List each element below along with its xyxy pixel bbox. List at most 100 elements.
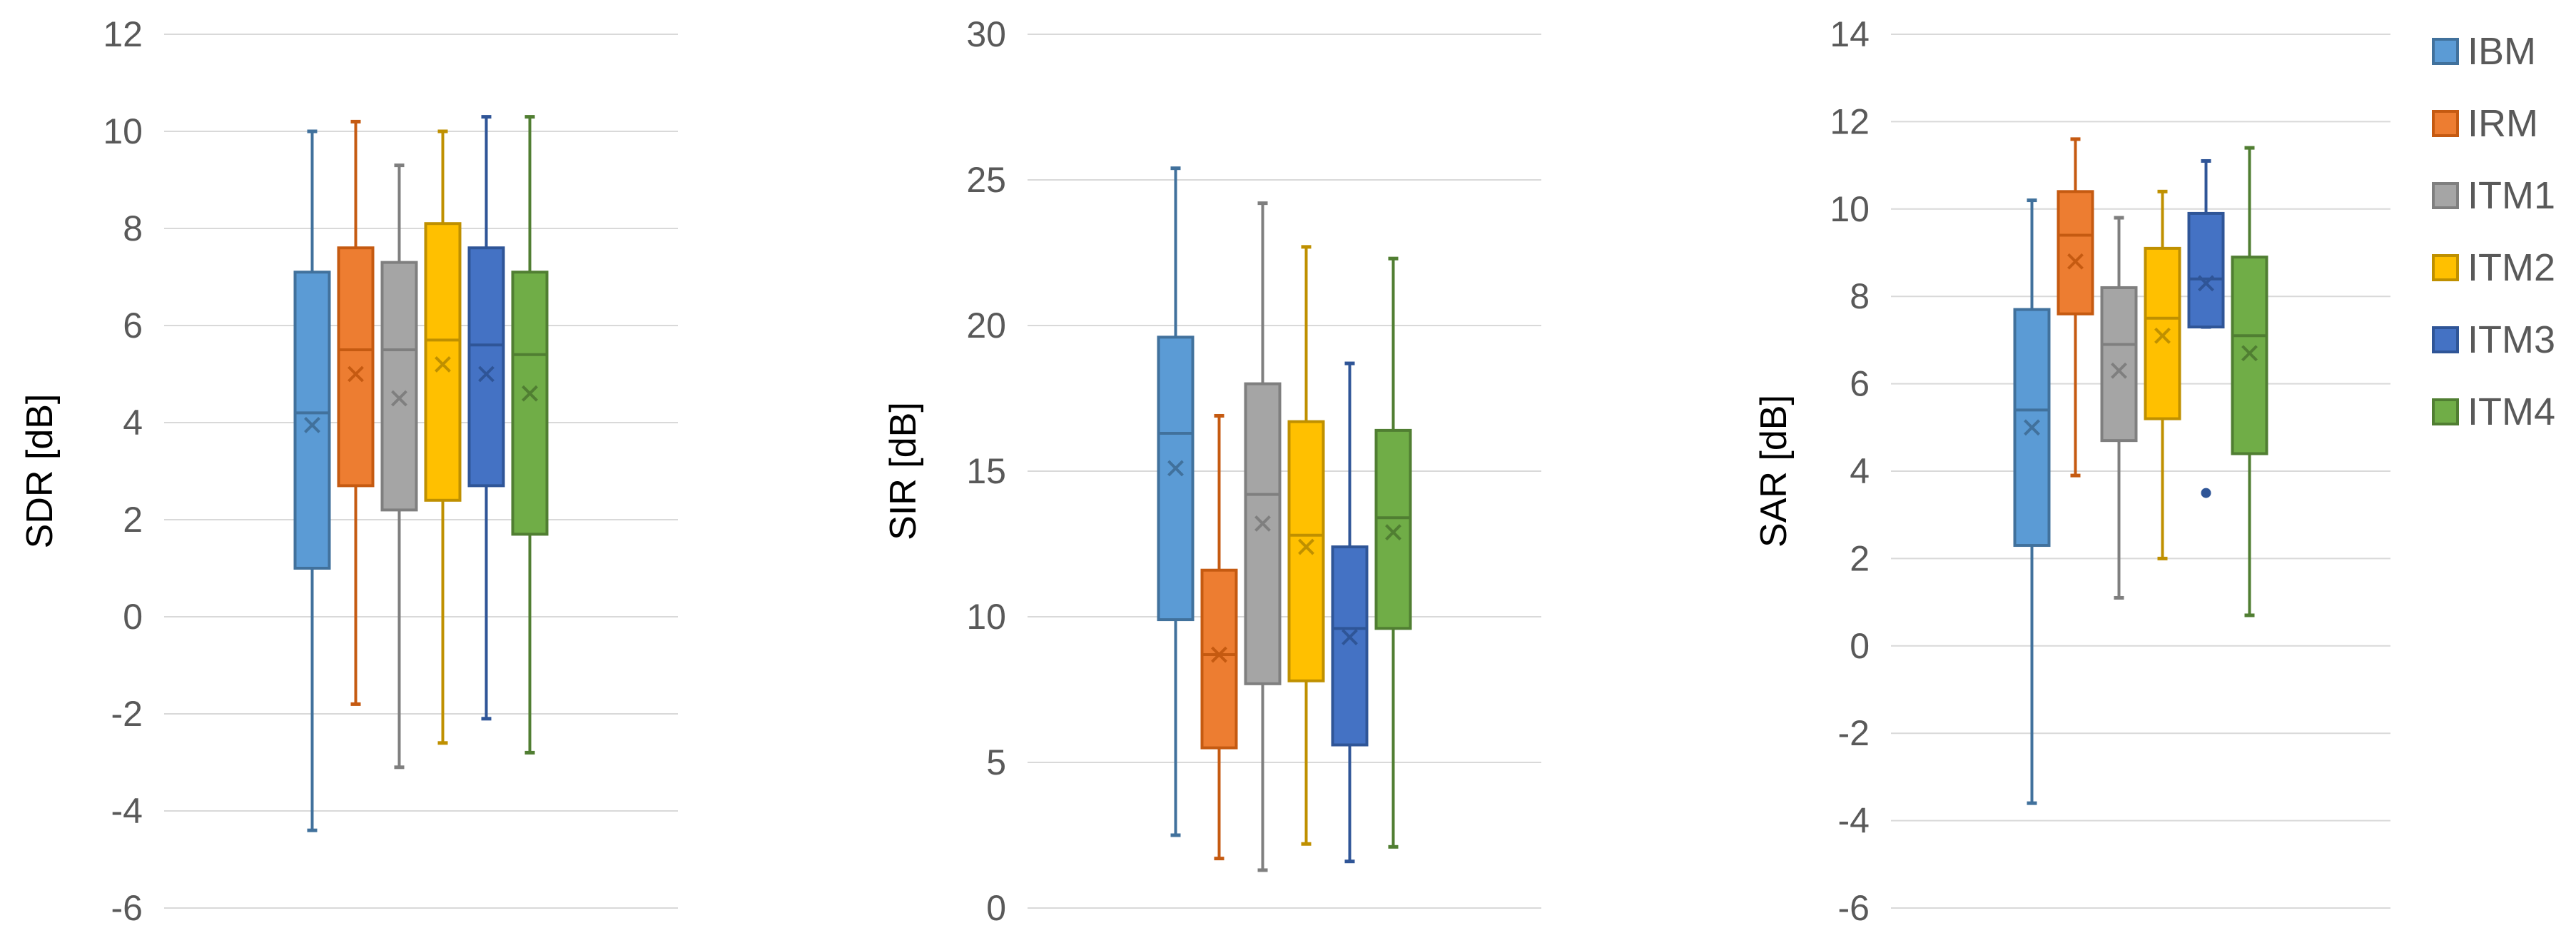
y-tick-label: 4 xyxy=(123,403,143,443)
mean-marker xyxy=(478,365,495,383)
legend-label: ITM1 xyxy=(2468,174,2555,217)
box-iqr xyxy=(293,271,331,570)
y-tick-label: 20 xyxy=(966,306,1006,346)
mean-marker xyxy=(1342,629,1358,645)
box-iqr xyxy=(2231,256,2268,455)
y-tick-label: -2 xyxy=(1838,713,1870,753)
y-tick-label: 5 xyxy=(986,742,1006,782)
y-tick-label: 8 xyxy=(1850,276,1870,316)
box-iqr xyxy=(511,271,549,536)
mean-marker xyxy=(2154,327,2171,344)
box-itm2 xyxy=(424,129,462,745)
y-tick-label: 6 xyxy=(123,306,143,346)
box-itm3 xyxy=(1331,361,1369,864)
legend-item-itm1: ITM1 xyxy=(2432,174,2555,217)
box-iqr xyxy=(380,261,418,512)
legend-item-itm4: ITM4 xyxy=(2432,390,2555,433)
mean-marker xyxy=(1254,515,1271,532)
box-iqr xyxy=(1374,428,1412,630)
mean-marker xyxy=(1298,538,1314,555)
box-iqr xyxy=(1331,545,1369,747)
legend-swatch xyxy=(2432,254,2459,281)
y-axis-title: SAR [dB] xyxy=(1753,395,1795,548)
y-tick-label: -2 xyxy=(111,694,143,734)
box-itm1 xyxy=(1244,201,1282,872)
y-tick-label: 10 xyxy=(966,597,1006,637)
box-iqr xyxy=(2144,246,2181,420)
legend-swatch xyxy=(2432,398,2459,425)
y-tick-label: -6 xyxy=(111,888,143,928)
legend-swatch xyxy=(2432,326,2459,353)
mean-marker xyxy=(2198,275,2214,292)
y-tick-label: 0 xyxy=(1850,626,1870,666)
mean-marker xyxy=(304,416,320,433)
box-ibm xyxy=(2013,198,2051,805)
chart-panel-3: -6 -4 -2 0 2 4 6 8 10 12 14 SAR [dB] xyxy=(1753,14,2390,928)
mean-marker xyxy=(2024,419,2040,436)
y-axis-title: SDR [dB] xyxy=(19,394,61,549)
y-tick-label: 12 xyxy=(103,14,143,54)
outlier-point xyxy=(2201,488,2211,498)
mean-marker xyxy=(1385,524,1401,541)
box-iqr xyxy=(1287,420,1325,682)
mean-marker xyxy=(435,356,451,373)
y-tick-label: 2 xyxy=(123,500,143,540)
box-itm4 xyxy=(1374,256,1412,849)
box-itm4 xyxy=(511,115,549,755)
box-iqr xyxy=(424,222,462,502)
y-tick-label: 30 xyxy=(966,14,1006,54)
mean-marker xyxy=(2111,362,2127,379)
y-tick-label: 8 xyxy=(123,208,143,248)
y-axis-title: SIR [dB] xyxy=(883,402,924,540)
legend-label: IBM xyxy=(2468,30,2536,73)
y-tick-label: 15 xyxy=(966,451,1006,491)
mean-marker xyxy=(391,390,407,407)
mean-marker xyxy=(1211,646,1227,663)
box-iqr xyxy=(2100,286,2138,443)
legend-label: ITM3 xyxy=(2468,318,2555,361)
mean-marker xyxy=(1167,460,1184,477)
chart-panel-2: 0 5 10 15 20 25 30 SIR [dB] xyxy=(883,14,1541,928)
y-tick-label: 4 xyxy=(1850,451,1870,491)
box-iqr xyxy=(2187,211,2225,329)
y-tick-label: -4 xyxy=(111,791,143,831)
box-itm2 xyxy=(1287,245,1325,846)
mean-marker xyxy=(348,365,364,383)
y-tick-label: 0 xyxy=(986,888,1006,928)
box-irm xyxy=(337,119,375,706)
y-tick-label: -4 xyxy=(1838,801,1870,841)
box-iqr xyxy=(467,246,505,488)
box-itm1 xyxy=(2100,216,2138,600)
legend-swatch xyxy=(2432,110,2459,137)
box-itm1 xyxy=(380,163,418,770)
box-irm xyxy=(1200,413,1238,861)
box-iqr xyxy=(1157,336,1195,622)
legend-label: ITM2 xyxy=(2468,246,2555,289)
y-tick-label: 2 xyxy=(1850,538,1870,578)
box-itm2 xyxy=(2144,189,2181,560)
chart-panel-1: -6 -4 -2 0 2 4 6 8 10 12 SDR [dB] xyxy=(19,14,678,928)
y-tick-label: 14 xyxy=(1830,14,1870,54)
legend-label: ITM4 xyxy=(2468,390,2555,433)
box-iqr xyxy=(2057,190,2094,316)
box-iqr xyxy=(337,246,375,488)
legend-item-ibm: IBM xyxy=(2432,30,2536,73)
y-tick-label: 10 xyxy=(1830,189,1870,229)
y-tick-label: 6 xyxy=(1850,364,1870,404)
legend-item-itm2: ITM2 xyxy=(2432,246,2555,289)
box-itm4 xyxy=(2231,146,2268,617)
y-tick-label: 10 xyxy=(103,111,143,151)
mean-marker xyxy=(2067,253,2084,270)
box-irm xyxy=(2057,137,2094,478)
box-iqr xyxy=(1200,568,1238,750)
y-tick-label: 0 xyxy=(123,597,143,637)
legend: IBM IRM ITM1 ITM2 ITM3 ITM4 xyxy=(2432,30,2555,433)
legend-item-itm3: ITM3 xyxy=(2432,318,2555,361)
legend-label: IRM xyxy=(2468,102,2538,145)
box-itm3 xyxy=(467,115,505,721)
y-tick-label: 25 xyxy=(966,160,1006,200)
box-ibm xyxy=(293,129,331,832)
legend-swatch xyxy=(2432,38,2459,65)
legend-swatch xyxy=(2432,182,2459,209)
